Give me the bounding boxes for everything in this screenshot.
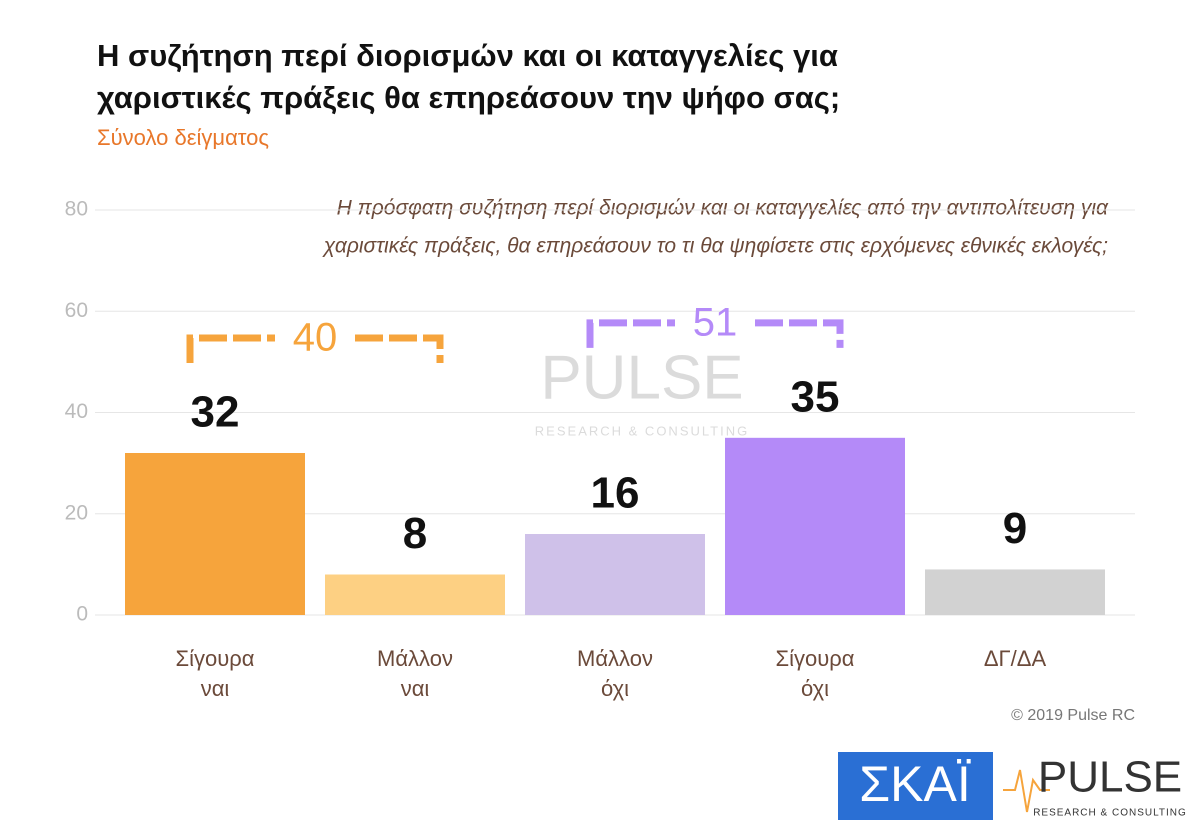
pulse-icon — [1003, 769, 1050, 813]
value-label: 16 — [591, 469, 640, 518]
skai-logo-text: ΣΚΑΪ — [859, 756, 971, 812]
y-tick-label: 0 — [76, 603, 88, 626]
bracket — [586, 319, 675, 348]
watermark-sub: RESEARCH & CONSULTING — [535, 423, 749, 438]
pulse-logo-sub: RESEARCH & CONSULTING — [1033, 808, 1187, 819]
bar — [725, 437, 905, 615]
bar — [925, 569, 1105, 615]
watermark: PULSE RESEARCH & CONSULTING — [535, 343, 749, 438]
watermark-text: PULSE — [540, 343, 743, 412]
bracket — [355, 334, 444, 363]
value-label: 9 — [1003, 504, 1027, 553]
chart-title: χαριστικές πράξεις θα επηρεάσουν την ψήφ… — [97, 80, 840, 115]
y-tick-label: 80 — [65, 198, 88, 221]
y-tick-label: 40 — [65, 400, 88, 423]
bracket — [186, 334, 275, 363]
x-tick-label: Μάλλον — [577, 646, 653, 671]
copyright: © 2019 Pulse RC — [1011, 707, 1135, 724]
bracket-label: 51 — [693, 300, 738, 344]
bar — [125, 453, 305, 615]
bar — [325, 574, 505, 615]
chart-subtitle: Σύνολο δείγματος — [97, 125, 269, 150]
x-tick-label: ΔΓ/ΔΑ — [984, 646, 1047, 671]
x-tick-label: όχι — [801, 676, 829, 701]
question: Η πρόσφατη συζήτηση περί διορισμών και ο… — [337, 197, 1109, 220]
chart-title: Η συζήτηση περί διορισμών και οι καταγγε… — [97, 38, 838, 73]
x-tick-label: όχι — [601, 676, 629, 701]
question: χαριστικές πράξεις, θα επηρεάσουν το τι … — [322, 235, 1108, 258]
x-tick-label: Μάλλον — [377, 646, 453, 671]
bar — [525, 534, 705, 615]
x-tick-label: Σίγουρα — [176, 646, 255, 671]
bracket-label: 40 — [293, 316, 338, 360]
y-tick-label: 60 — [65, 299, 88, 322]
pulse-logo: PULSE — [1038, 753, 1182, 802]
bracket — [755, 319, 844, 348]
skai-logo — [838, 752, 993, 820]
value-label: 35 — [791, 372, 840, 421]
x-tick-label: ναι — [201, 676, 230, 701]
x-tick-label: Σίγουρα — [776, 646, 855, 671]
y-tick-label: 20 — [65, 501, 88, 524]
value-label: 32 — [191, 388, 240, 437]
value-label: 8 — [403, 509, 427, 558]
x-tick-label: ναι — [401, 676, 430, 701]
